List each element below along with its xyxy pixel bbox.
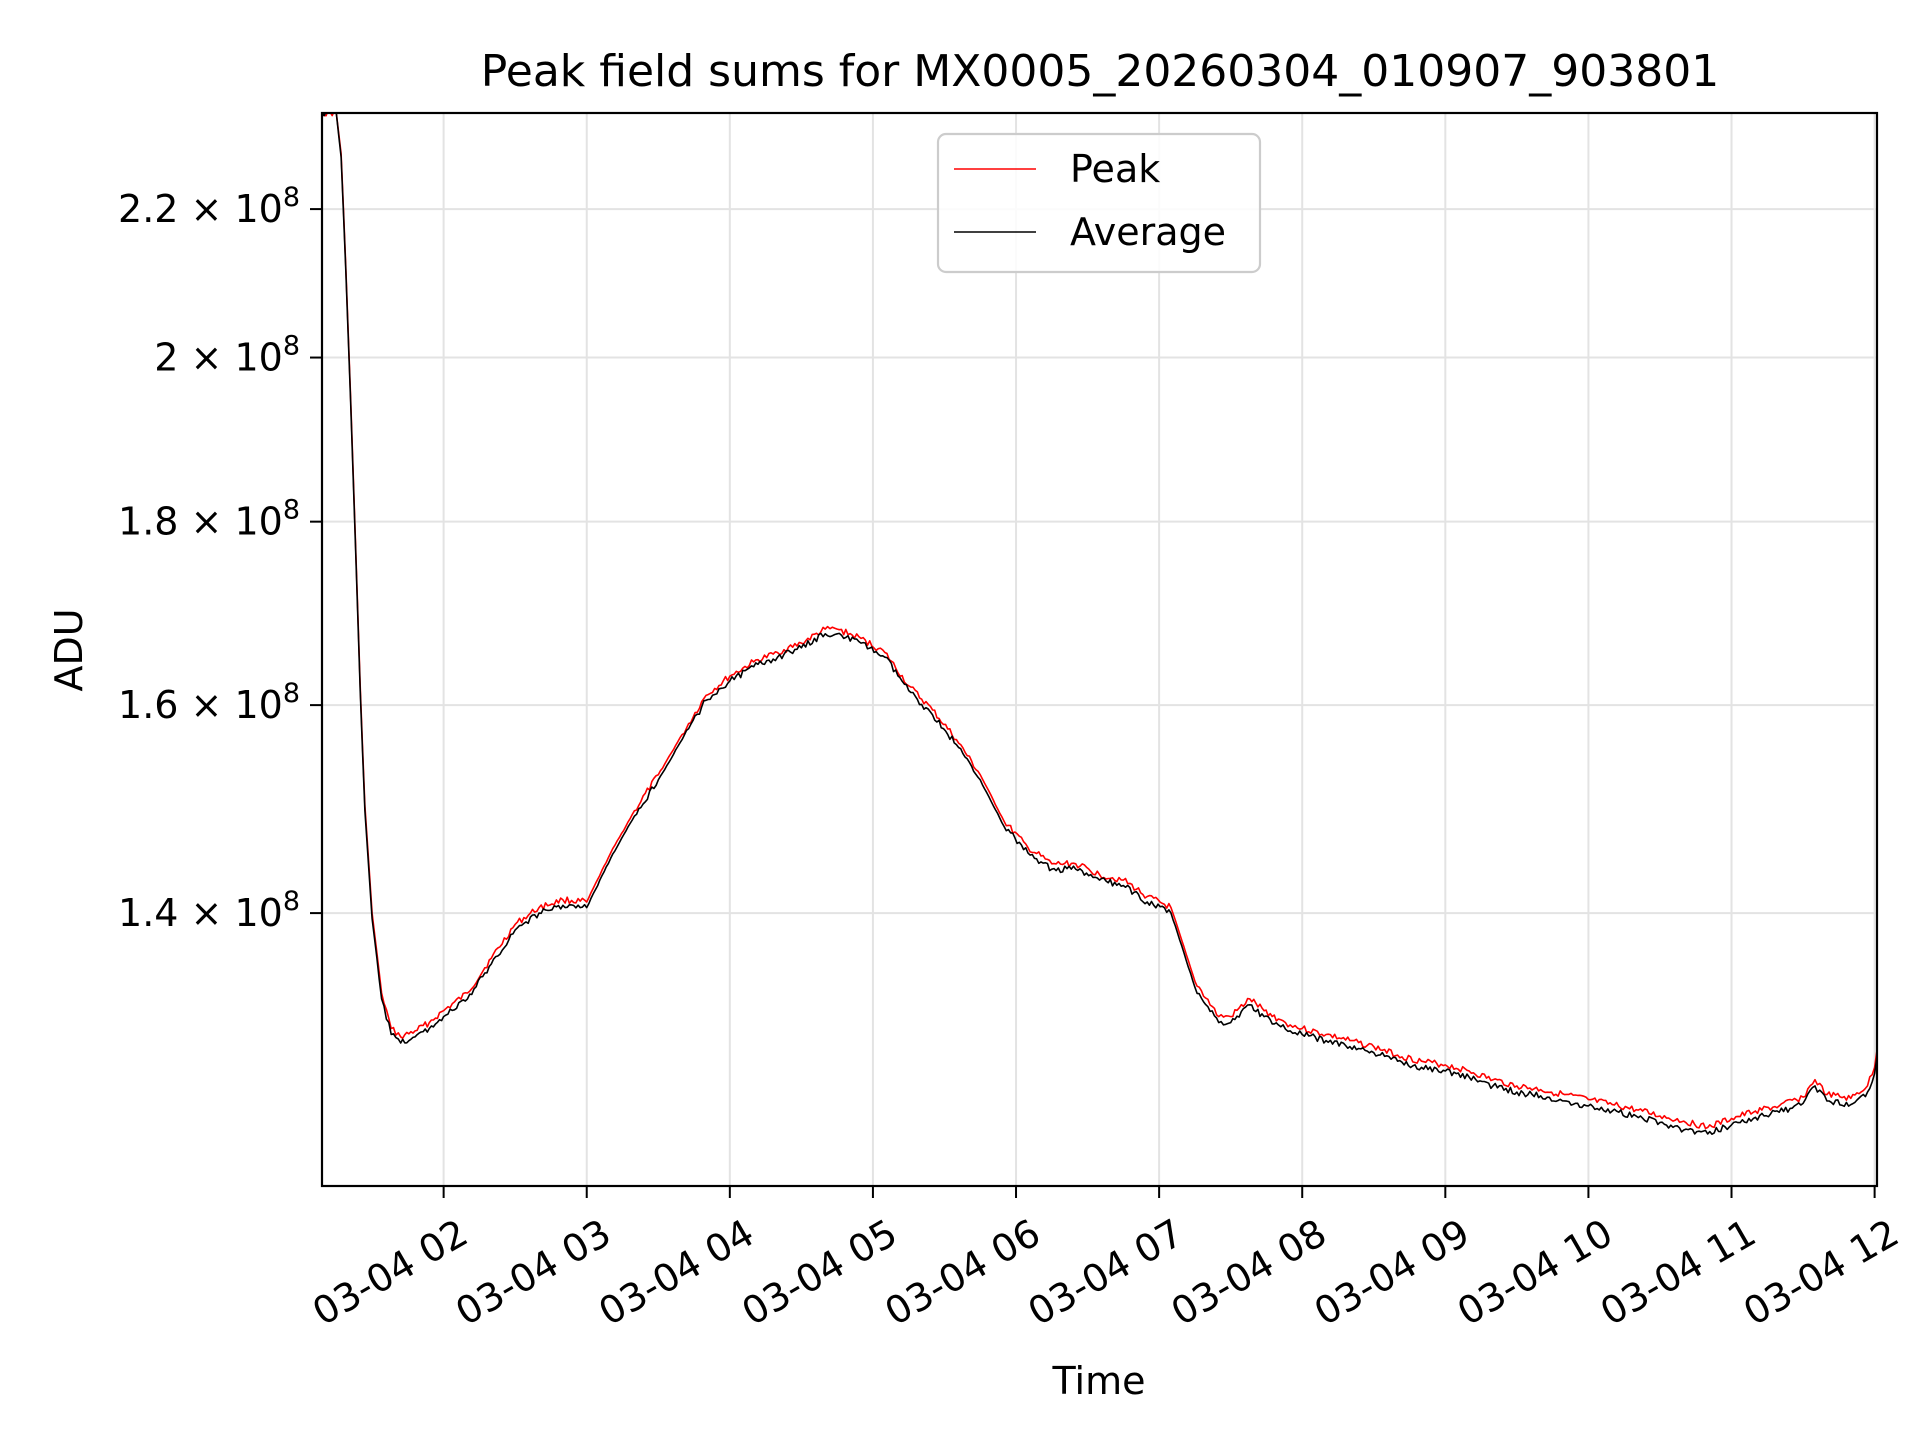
legend-label-peak: Peak xyxy=(1070,147,1160,191)
x-axis-label: Time xyxy=(1052,1359,1146,1403)
y-tick-mantissa: 2.2 × 10 xyxy=(118,187,283,231)
legend: Peak Average xyxy=(936,132,1262,274)
y-axis-label: ADU xyxy=(47,608,91,691)
series-line-average xyxy=(322,113,1877,1135)
y-tick-label: 1.4 × 108 xyxy=(118,886,300,935)
y-tick-label: 1.8 × 108 xyxy=(118,495,300,544)
y-tick-mantissa: 1.4 × 10 xyxy=(118,891,283,935)
series-layer xyxy=(322,113,1877,1135)
y-tick-mantissa: 2 × 10 xyxy=(154,336,283,380)
y-tick-label: 2.2 × 108 xyxy=(118,182,300,231)
y-tick-exponent: 8 xyxy=(283,182,300,213)
y-tick-exponent: 8 xyxy=(283,495,300,526)
y-tick-mantissa: 1.8 × 10 xyxy=(118,500,283,544)
grid-lines xyxy=(322,113,1877,1186)
chart-title: Peak field sums for MX0005_20260304_0109… xyxy=(481,46,1719,97)
y-tick-mantissa: 1.6 × 10 xyxy=(118,683,283,727)
y-tick-label: 2 × 108 xyxy=(154,331,300,380)
y-tick-exponent: 8 xyxy=(283,331,300,362)
y-tick-label: 1.6 × 108 xyxy=(118,678,300,727)
legend-label-average: Average xyxy=(1070,210,1226,254)
y-tick-exponent: 8 xyxy=(283,678,300,709)
plot-frame xyxy=(320,111,1879,1188)
series-line-peak xyxy=(322,113,1877,1130)
y-tick-exponent: 8 xyxy=(283,886,300,917)
